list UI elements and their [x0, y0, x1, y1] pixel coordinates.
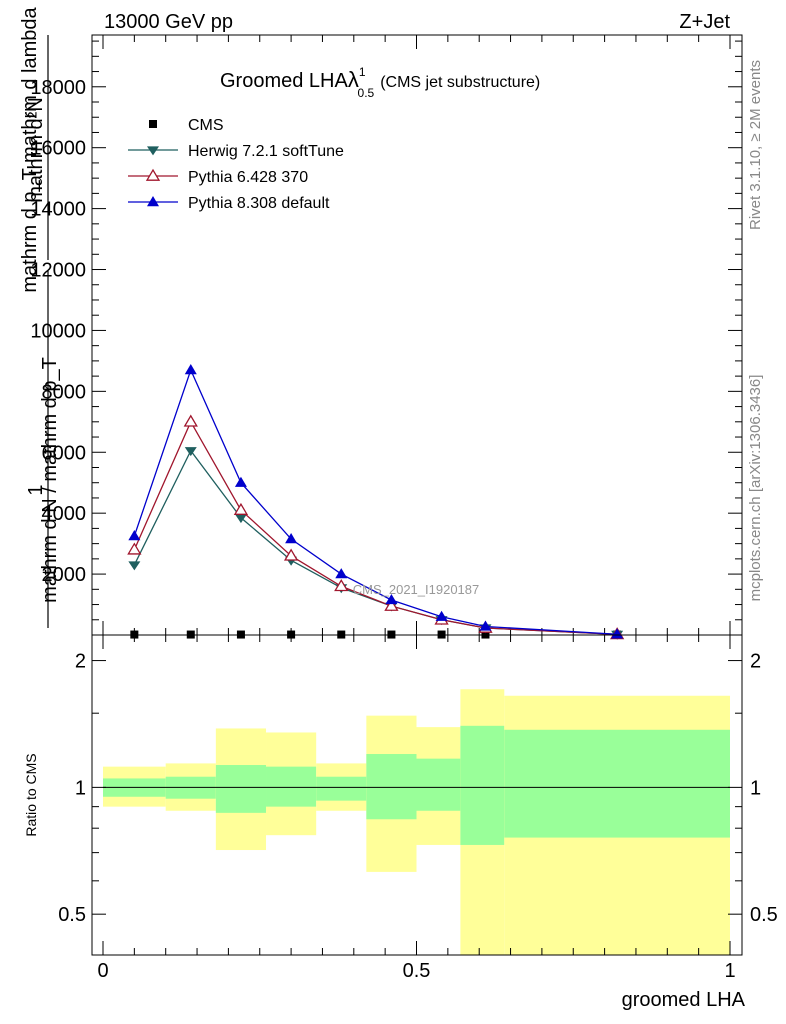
data-point [479, 620, 492, 631]
main-panel: 2000 4000 6000 8000 10000 12000 14000 16000 1800… [19, 6, 743, 640]
data-point [183, 414, 198, 427]
y-tick-label: 18000 [30, 77, 86, 99]
analysis-watermark: CMS_2021_I1920187 [353, 582, 480, 597]
data-point [127, 542, 142, 555]
ylabel-numerator-bottom: 1 [25, 484, 47, 495]
process-label: Z+Jet [679, 11, 730, 33]
ratio-bands [103, 689, 730, 955]
series-line [133, 449, 618, 636]
legend-item: Pythia 6.428 370 [128, 168, 308, 186]
legend-label: Herwig 7.2.1 softTune [188, 143, 344, 160]
legend-item: CMS [149, 117, 224, 134]
series-line [133, 420, 618, 636]
legend-item: Herwig 7.2.1 softTune [128, 143, 344, 160]
ratio-inner-band [266, 766, 317, 807]
data-point [285, 533, 298, 544]
legend-marker [149, 120, 157, 128]
ratio-panel: 0.5 0.5 1 1 2 2 0 0.5 1 Ratio to CMS groomed LHA [23, 634, 778, 1011]
series-3 [128, 364, 624, 639]
legend-label: Pythia 6.428 370 [188, 169, 308, 186]
series-2 [127, 414, 625, 640]
data-point [128, 561, 141, 571]
ylabel-numerator-top: mathrm d²N [25, 97, 47, 203]
legend-marker [145, 168, 161, 181]
legend-item: Pythia 8.308 default [128, 195, 330, 212]
rivet-version-label: Rivet 3.1.10, ≥ 2M events [747, 60, 764, 230]
ratio-y-tick-label-right: 0.5 [750, 904, 778, 926]
legend: CMS Herwig 7.2.1 softTune Pythia 6.428 370… [128, 117, 344, 212]
ratio-y-tick-label: 1 [75, 777, 86, 799]
ratio-inner-band [460, 725, 505, 845]
main-y-axis: 2000 4000 6000 8000 10000 12000 14000 16000 1800… [30, 35, 742, 635]
y-tick-label: 12000 [30, 260, 86, 282]
data-point [184, 364, 197, 375]
data-point [234, 476, 247, 487]
chart-title: Groomed LHAλ1 0.5(CMS jet substructure) [220, 65, 540, 100]
y-tick-label: 4000 [42, 503, 87, 525]
ratio-axes: 0.5 0.5 1 1 2 2 0 0.5 1 [58, 635, 778, 982]
ratio-inner-band [215, 765, 267, 813]
data-point [335, 568, 348, 579]
legend-label: Pythia 8.308 default [188, 195, 330, 212]
x-tick-label: 1 [724, 960, 735, 982]
y-tick-label: 14000 [30, 199, 86, 221]
ratio-inner-band [316, 776, 367, 801]
data-point [234, 514, 247, 524]
y-tick-label: 6000 [42, 442, 87, 464]
mcplots-label: mcplots.cern.ch [arXiv:1306.3436] [747, 375, 764, 602]
data-point [128, 530, 141, 541]
main-series-group [127, 364, 625, 640]
y-tick-label: 2000 [42, 564, 87, 586]
data-point [611, 628, 624, 639]
data-point [384, 598, 399, 611]
ratio-frame [91, 634, 743, 956]
data-point [435, 610, 448, 621]
y-tick-label: 10000 [30, 320, 86, 342]
ylabel-denominator-top: mathrm d p_T mathrm d lambda [19, 6, 41, 292]
legend-marker [147, 196, 159, 207]
main-y-title: mathrm d²N mathrm d p_T mathrm d lambda … [19, 6, 61, 628]
ratio-ylabel: Ratio to CMS [23, 753, 39, 836]
ylabel-denominator-bottom: mathrm d N / mathrm d p_T [39, 357, 61, 603]
ratio-y-tick-label-right: 2 [750, 651, 761, 673]
data-point [385, 593, 398, 605]
energy-label: 13000 GeV pp [104, 11, 233, 33]
ratio-inner-band [366, 754, 417, 820]
ratio-inner-band [416, 758, 461, 811]
y-tick-label: 16000 [30, 138, 86, 160]
ratio-y-tick-label: 0.5 [58, 904, 86, 926]
x-axis-label: groomed LHA [622, 989, 746, 1011]
legend-label: CMS [188, 117, 224, 134]
ratio-y-tick-label: 2 [75, 651, 86, 673]
ratio-y-tick-label-right: 1 [750, 777, 761, 799]
data-point [283, 548, 299, 561]
x-tick-label: 0.5 [403, 960, 431, 982]
y-tick-label: 8000 [42, 381, 87, 403]
data-point [233, 502, 249, 515]
series-1 [128, 447, 624, 640]
data-point [334, 578, 349, 592]
data-point [184, 447, 197, 457]
legend-marker [147, 146, 159, 156]
ratio-inner-band [504, 729, 730, 838]
x-tick-label: 0 [97, 960, 108, 982]
